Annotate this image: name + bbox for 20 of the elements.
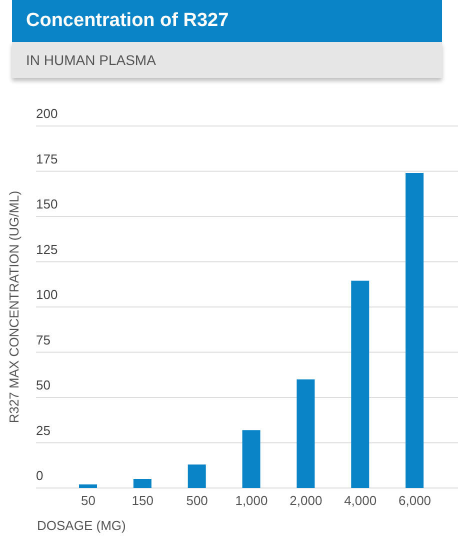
y-tick-label: 75 — [36, 332, 50, 348]
x-tick-label: 150 — [132, 493, 154, 508]
y-tick-label: 150 — [36, 196, 58, 212]
y-tick-label: 200 — [36, 106, 58, 121]
y-tick-label: 0 — [36, 468, 44, 483]
x-tick-label: 1,000 — [235, 493, 268, 508]
chart-subtitle: IN HUMAN PLASMA — [12, 42, 442, 78]
x-axis-title: DOSAGE (MG) — [37, 518, 126, 533]
y-tick-label: 25 — [36, 422, 50, 438]
x-tick-label: 2,000 — [290, 493, 322, 508]
y-tick-label: 50 — [36, 378, 50, 392]
y-axis-title: R327 MAX CONCENTRATION (UG/ML) — [6, 190, 22, 424]
x-tick-label: 500 — [186, 493, 208, 508]
y-tick-label: 125 — [36, 242, 58, 257]
chart-title: Concentration of R327 — [12, 0, 442, 42]
y-tick-label: 175 — [36, 151, 58, 166]
x-tick-label: 4,000 — [344, 493, 377, 508]
x-tick-label: 6,000 — [398, 493, 432, 508]
x-tick-label: 50 — [80, 493, 96, 508]
y-tick-label: 100 — [36, 287, 58, 302]
